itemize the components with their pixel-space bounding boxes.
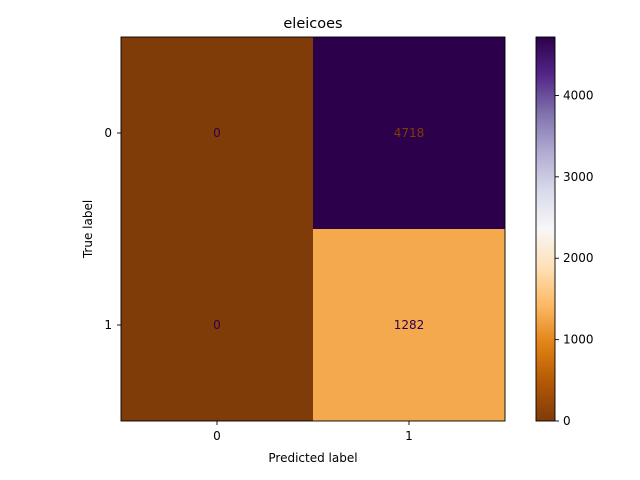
heatmap-cell-0-1: [313, 37, 505, 229]
y-axis-label: True label: [81, 200, 95, 259]
y-tick-label: 1: [104, 318, 112, 332]
x-tick-label: 0: [213, 429, 221, 443]
y-axis: 01: [104, 126, 121, 332]
colorbar: [535, 36, 556, 422]
colorbar-tick-label: 3000: [563, 170, 594, 184]
colorbar-ticks: 0 1000 2000 3000 4000: [555, 88, 594, 428]
x-axis-label: Predicted label: [268, 451, 357, 465]
heatmap-cell-1-0: [121, 229, 313, 421]
y-tick-label: 0: [104, 126, 112, 140]
heatmap-cell-0-0: [121, 37, 313, 229]
cell-value-0-1: 4718: [394, 126, 425, 140]
heatmap-cells: [121, 37, 505, 421]
cell-value-0-0: 0: [213, 126, 221, 140]
cell-value-1-0: 0: [213, 318, 221, 332]
colorbar-tick-label: 4000: [563, 88, 594, 102]
colorbar-tick-label: 0: [563, 414, 571, 428]
heatmap-cell-1-1: [313, 229, 505, 421]
colorbar-tick-label: 1000: [563, 333, 594, 347]
colorbar-tick-label: 2000: [563, 251, 594, 265]
x-tick-label: 1: [405, 429, 413, 443]
chart-title: eleicoes: [283, 16, 342, 32]
cell-value-1-1: 1282: [394, 318, 425, 332]
plot-frame: [120, 36, 506, 422]
cell-annotations: 0 4718 0 1282: [213, 126, 424, 332]
